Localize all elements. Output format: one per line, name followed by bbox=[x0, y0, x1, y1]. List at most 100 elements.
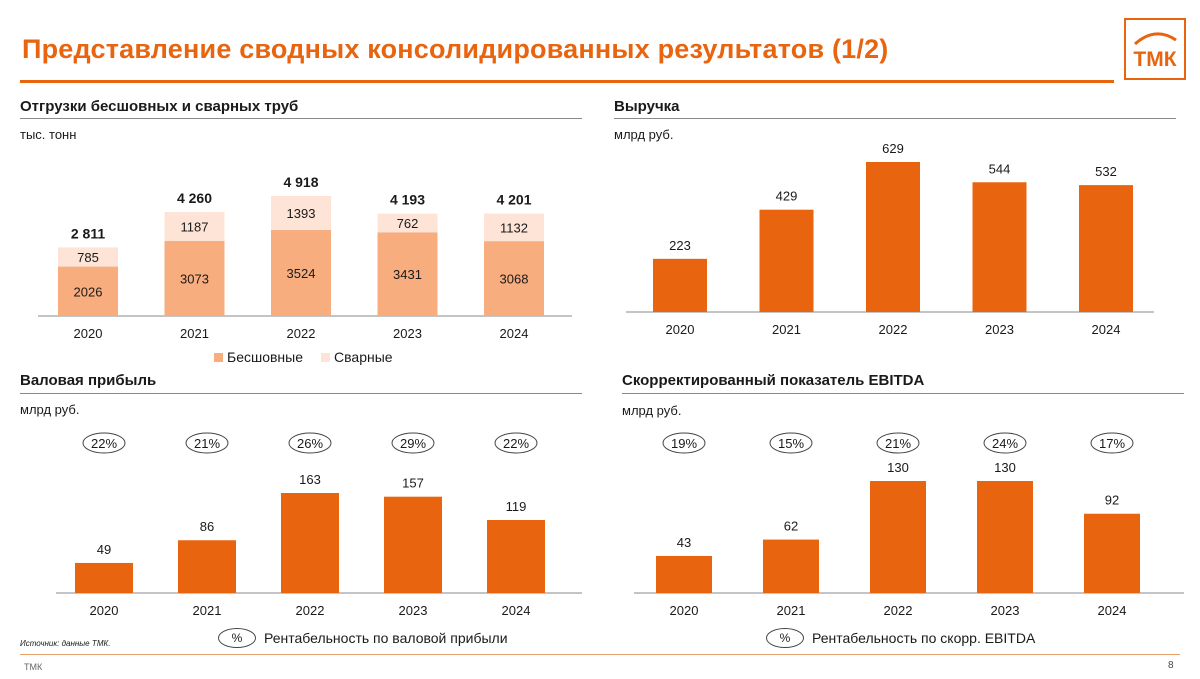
shipments-title: Отгрузки бесшовных и сварных труб bbox=[20, 98, 299, 115]
x-tick-2021: 2021 bbox=[193, 603, 222, 618]
shipments-chart: 2026 785 2 811 2020 3073 1187 4 260 2021 3524 139… bbox=[38, 174, 572, 341]
bar-seamless-2020 bbox=[58, 266, 118, 316]
label-total-2022: 4 918 bbox=[283, 174, 318, 190]
x-tick-2022: 2022 bbox=[884, 603, 913, 618]
margin-oval-2023 bbox=[391, 432, 435, 454]
tmk-logo: ТМК bbox=[1124, 18, 1186, 80]
legend-welded-swatch bbox=[321, 352, 331, 362]
value-label-2021: 429 bbox=[776, 189, 798, 204]
legend-welded-label: Сварные bbox=[334, 349, 393, 365]
margin-label-2022: 26% bbox=[297, 436, 323, 451]
footer-company: ТМК bbox=[24, 662, 43, 672]
revenue-chart: 223 2020 429 2021 629 2022 544 2023 532 2024 bbox=[626, 141, 1154, 337]
x-tick-2024: 2024 bbox=[500, 326, 529, 341]
x-tick-2020: 2020 bbox=[90, 603, 119, 618]
label-welded-2024: 1132 bbox=[500, 220, 528, 235]
bar-seamless-2021 bbox=[164, 241, 225, 316]
value-label-2022: 629 bbox=[882, 141, 904, 156]
x-tick-2024: 2024 bbox=[1092, 322, 1121, 337]
label-total-2021: 4 260 bbox=[177, 190, 212, 206]
bar-2021 bbox=[763, 539, 819, 593]
label-seamless-2020: 2026 bbox=[74, 284, 103, 299]
value-label-2024: 92 bbox=[1105, 493, 1119, 508]
bar-2022 bbox=[870, 481, 926, 593]
x-tick-2023: 2023 bbox=[399, 603, 428, 618]
logo-text: ТМК bbox=[1133, 48, 1176, 71]
margin-oval-2020 bbox=[82, 432, 126, 454]
x-tick-2020: 2020 bbox=[74, 326, 103, 341]
shipments-divider bbox=[20, 118, 582, 119]
value-label-2020: 49 bbox=[97, 542, 111, 557]
bar-2021 bbox=[178, 540, 236, 593]
label-total-2024: 4 201 bbox=[496, 192, 531, 208]
value-label-2022: 130 bbox=[887, 460, 909, 475]
bar-seamless-2024 bbox=[484, 241, 544, 316]
revenue-unit: млрд руб. bbox=[614, 127, 674, 142]
margin-label-2023: 24% bbox=[992, 436, 1018, 451]
ebitda-legend: % Рентабельность по скорр. EBITDA bbox=[766, 628, 1035, 648]
bar-2023 bbox=[977, 481, 1033, 593]
x-tick-2021: 2021 bbox=[180, 326, 209, 341]
x-tick-2021: 2021 bbox=[772, 322, 801, 337]
source-note: Источник: данные ТМК. bbox=[20, 639, 111, 648]
bar-2023 bbox=[972, 182, 1027, 312]
x-tick-2023: 2023 bbox=[393, 326, 422, 341]
legend-seamless-swatch bbox=[214, 352, 223, 362]
x-tick-2022: 2022 bbox=[287, 326, 316, 341]
value-label-2022: 163 bbox=[299, 472, 321, 487]
value-label-2020: 43 bbox=[677, 535, 691, 550]
x-tick-2024: 2024 bbox=[1098, 603, 1127, 618]
margin-label-2020: 19% bbox=[671, 436, 697, 451]
x-tick-2021: 2021 bbox=[777, 603, 806, 618]
page-number: 8 bbox=[1168, 660, 1174, 671]
bar-2024 bbox=[1079, 185, 1133, 312]
label-total-2023: 4 193 bbox=[390, 192, 425, 208]
bar-2023 bbox=[384, 496, 442, 593]
margin-oval-2020 bbox=[662, 432, 706, 454]
bar-2021 bbox=[759, 209, 814, 312]
value-label-2021: 86 bbox=[200, 519, 214, 534]
gross-legend-oval: % bbox=[218, 628, 256, 648]
label-welded-2021: 1187 bbox=[181, 220, 209, 235]
ebitda-chart: 43 2020 19% 62 2021 15% 130 2022 21% 130 2023 24% 92… bbox=[634, 432, 1184, 618]
x-tick-2023: 2023 bbox=[985, 322, 1014, 337]
bar-2024 bbox=[1084, 513, 1140, 593]
bar-2022 bbox=[866, 162, 920, 312]
bar-welded-2024 bbox=[484, 213, 544, 242]
x-tick-2020: 2020 bbox=[666, 322, 695, 337]
value-label-2021: 62 bbox=[784, 519, 798, 534]
margin-oval-2024 bbox=[1090, 432, 1134, 454]
value-label-2020: 223 bbox=[669, 238, 691, 253]
value-label-2023: 544 bbox=[989, 161, 1011, 176]
margin-label-2024: 17% bbox=[1099, 436, 1125, 451]
gross-legend: % Рентабельность по валовой прибыли bbox=[218, 628, 508, 648]
margin-oval-2021 bbox=[185, 432, 229, 454]
label-welded-2020: 785 bbox=[77, 250, 99, 265]
bar-welded-2021 bbox=[164, 212, 225, 242]
label-seamless-2023: 3431 bbox=[393, 267, 422, 282]
margin-label-2024: 22% bbox=[503, 436, 529, 451]
gross-unit: млрд руб. bbox=[20, 402, 80, 417]
bar-seamless-2023 bbox=[377, 232, 438, 316]
margin-oval-2021 bbox=[769, 432, 813, 454]
gross-divider bbox=[20, 393, 582, 394]
margin-label-2021: 21% bbox=[194, 436, 220, 451]
bar-welded-2023 bbox=[377, 213, 438, 233]
margin-label-2022: 21% bbox=[885, 436, 911, 451]
gross-legend-label: Рентабельность по валовой прибыли bbox=[264, 630, 508, 646]
bar-2022 bbox=[281, 493, 339, 593]
label-seamless-2021: 3073 bbox=[180, 272, 209, 287]
ebitda-legend-oval: % bbox=[766, 628, 804, 648]
bar-2020 bbox=[75, 562, 133, 593]
margin-oval-2023 bbox=[983, 432, 1027, 454]
gross-chart: 49 2020 22% 86 2021 21% 163 2022 26% 157 2023 29% 11… bbox=[56, 432, 582, 618]
margin-oval-2024 bbox=[494, 432, 538, 454]
bar-2024 bbox=[487, 519, 545, 593]
label-welded-2023: 762 bbox=[397, 216, 419, 231]
x-tick-2022: 2022 bbox=[879, 322, 908, 337]
margin-label-2023: 29% bbox=[400, 436, 426, 451]
shipments-unit: тыс. тонн bbox=[20, 127, 77, 142]
margin-label-2020: 22% bbox=[91, 436, 117, 451]
label-welded-2022: 1393 bbox=[287, 206, 316, 221]
bar-welded-2022 bbox=[271, 196, 331, 231]
